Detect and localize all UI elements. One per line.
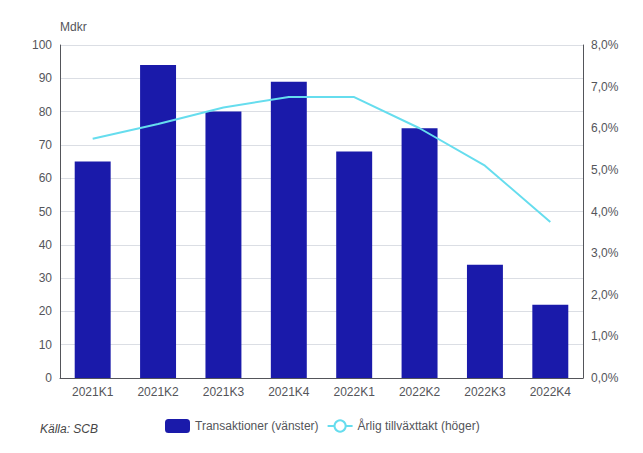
svg-text:2022K4: 2022K4 xyxy=(530,385,572,399)
svg-text:60: 60 xyxy=(39,171,53,185)
svg-text:1,0%: 1,0% xyxy=(591,329,619,343)
svg-text:2021K1: 2021K1 xyxy=(72,385,114,399)
svg-text:3,0%: 3,0% xyxy=(591,246,619,260)
svg-text:7,0%: 7,0% xyxy=(591,80,619,94)
svg-text:Transaktioner (vänster): Transaktioner (vänster) xyxy=(195,419,319,433)
svg-text:0: 0 xyxy=(45,371,52,385)
svg-text:2,0%: 2,0% xyxy=(591,288,619,302)
svg-text:2021K2: 2021K2 xyxy=(137,385,179,399)
svg-text:50: 50 xyxy=(39,205,53,219)
svg-text:30: 30 xyxy=(39,271,53,285)
svg-text:4,0%: 4,0% xyxy=(591,205,619,219)
svg-text:80: 80 xyxy=(39,105,53,119)
svg-text:Årlig tillväxttakt (höger): Årlig tillväxttakt (höger) xyxy=(358,418,480,433)
svg-text:0,0%: 0,0% xyxy=(591,371,619,385)
svg-text:10: 10 xyxy=(39,338,53,352)
svg-text:Källa: SCB: Källa: SCB xyxy=(40,422,98,436)
svg-text:2022K3: 2022K3 xyxy=(464,385,506,399)
svg-text:40: 40 xyxy=(39,238,53,252)
svg-text:2022K2: 2022K2 xyxy=(399,385,441,399)
svg-text:2021K4: 2021K4 xyxy=(268,385,310,399)
svg-text:2022K1: 2022K1 xyxy=(334,385,376,399)
svg-text:70: 70 xyxy=(39,138,53,152)
svg-text:6,0%: 6,0% xyxy=(591,121,619,135)
svg-text:8,0%: 8,0% xyxy=(591,38,619,52)
svg-text:2021K3: 2021K3 xyxy=(203,385,245,399)
svg-text:Mdkr: Mdkr xyxy=(60,20,87,34)
svg-text:90: 90 xyxy=(39,71,53,85)
svg-text:100: 100 xyxy=(32,38,52,52)
svg-text:5,0%: 5,0% xyxy=(591,163,619,177)
svg-text:20: 20 xyxy=(39,304,53,318)
